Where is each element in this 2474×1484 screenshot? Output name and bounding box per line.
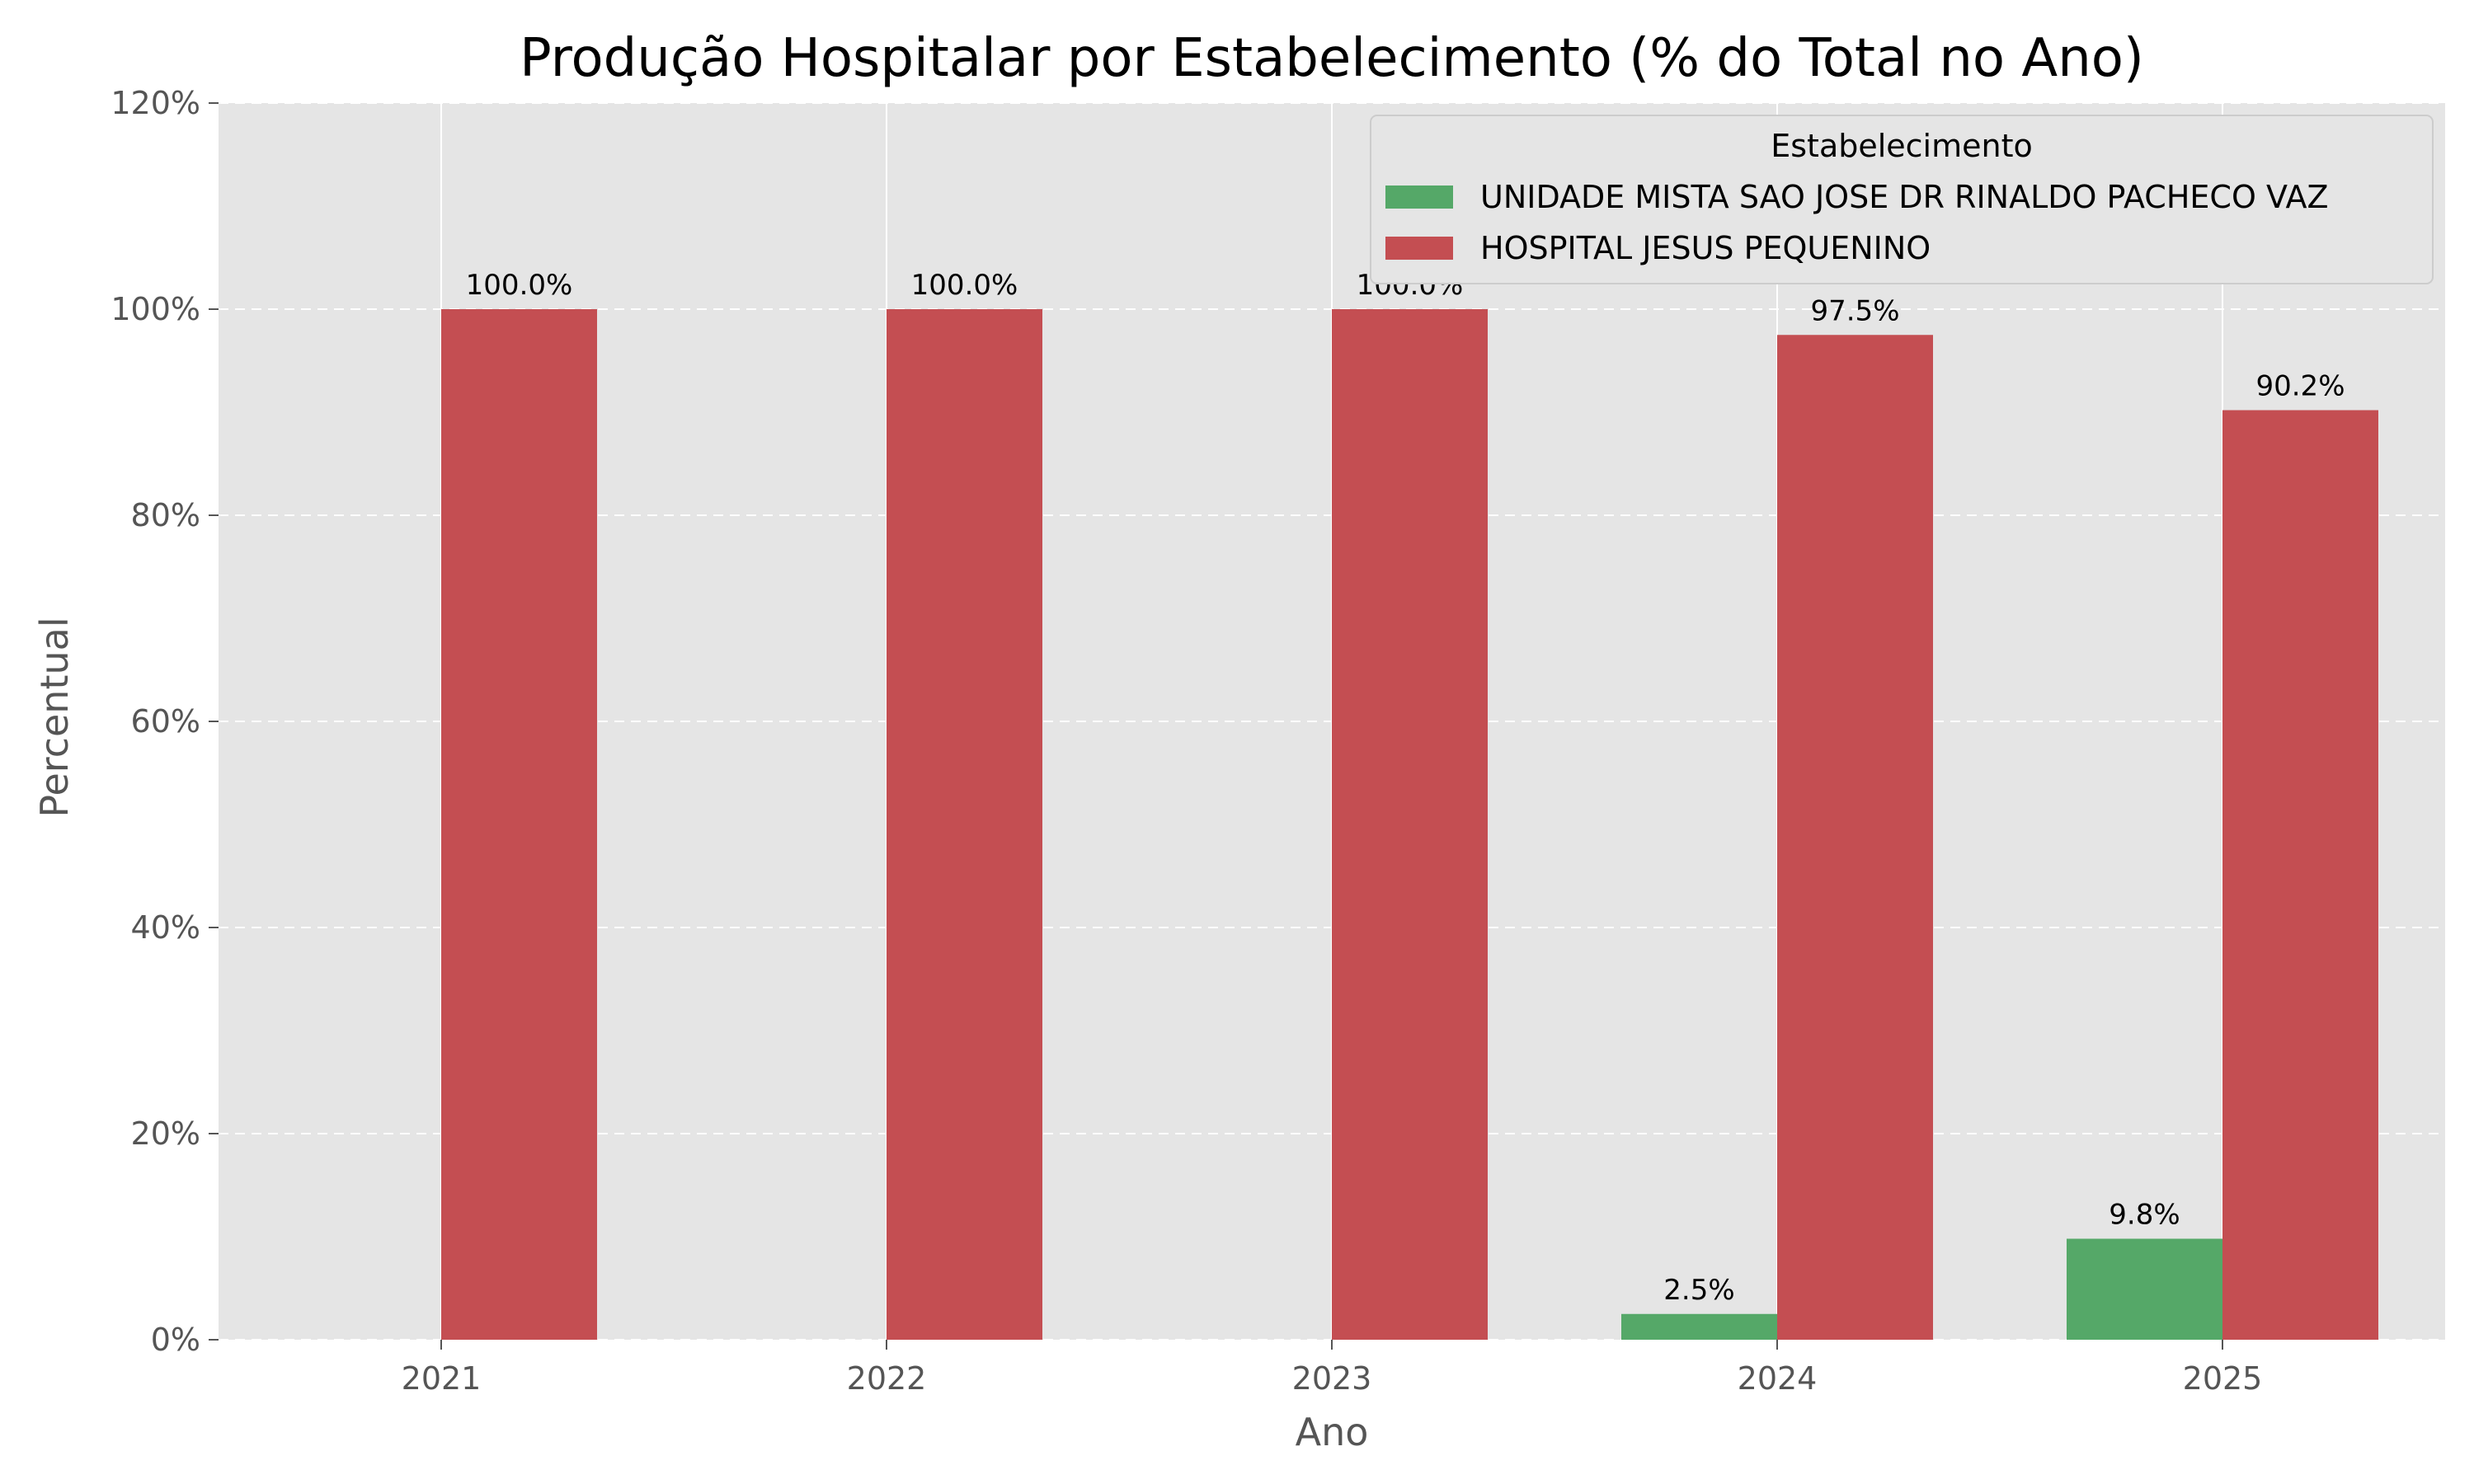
x-tick-label: 2021 — [402, 1360, 482, 1397]
bar-value-label: 100.0% — [466, 269, 573, 302]
bar-hospital-jesus-pequenino-2025 — [2222, 410, 2378, 1340]
legend-label-hospital-jesus-pequenino: HOSPITAL JESUS PEQUENINO — [1480, 230, 1931, 266]
y-tick-label: 20% — [131, 1115, 200, 1152]
bar-value-label: 97.5% — [1810, 294, 1899, 327]
legend-label-unidade-mista: UNIDADE MISTA SAO JOSE DR RINALDO PACHEC… — [1480, 179, 2329, 215]
y-tick-label: 120% — [111, 85, 200, 121]
bar-labels: 2.5%9.8%100.0% 100.0% 100.0%97.5%90.2% — [466, 269, 2345, 1307]
legend: Estabelecimento UNIDADE MISTA SAO JOSE D… — [1370, 115, 2434, 284]
y-axis-label: Percentual — [32, 617, 77, 817]
x-tick-label: 2023 — [1292, 1360, 1372, 1397]
x-tick-label: 2022 — [847, 1360, 927, 1397]
bar-hospital-jesus-pequenino-2023 — [1332, 309, 1488, 1340]
y-tick-label: 0% — [151, 1322, 200, 1358]
bar-value-label: 9.8% — [2109, 1199, 2180, 1232]
x-axis-label: Ano — [1296, 1410, 1369, 1454]
x-tick-label: 2025 — [2183, 1360, 2263, 1397]
bar-value-label: 100.0% — [911, 269, 1018, 302]
bar-hospital-jesus-pequenino-2022 — [887, 309, 1042, 1340]
x-ticks: 2021 2022 2023 2024 2025 — [402, 1340, 2263, 1397]
bar-value-label: 90.2% — [2255, 370, 2345, 403]
bar-hospital-jesus-pequenino-2021 — [441, 309, 597, 1340]
y-tick-label: 100% — [111, 291, 200, 327]
y-ticks: 0% 20% 40% 60% 80% 100% 120% — [111, 85, 219, 1358]
y-tick-label: 80% — [131, 497, 200, 533]
bar-unidade-mista-2025 — [2067, 1238, 2222, 1340]
x-tick-label: 2024 — [1738, 1360, 1818, 1397]
bar-hospital-jesus-pequenino-2024 — [1777, 335, 1933, 1340]
legend-box — [1370, 115, 2434, 284]
legend-title: Estabelecimento — [1771, 128, 2033, 164]
chart-title: Produção Hospitalar por Estabelecimento … — [520, 28, 2144, 89]
y-tick-label: 60% — [131, 703, 200, 740]
y-tick-label: 40% — [131, 909, 200, 946]
bar-unidade-mista-2024 — [1621, 1313, 1777, 1340]
bar-value-label: 2.5% — [1663, 1274, 1734, 1307]
legend-swatch-unidade-mista — [1385, 186, 1453, 209]
legend-swatch-hospital-jesus-pequenino — [1385, 237, 1453, 260]
bars — [441, 309, 2378, 1340]
